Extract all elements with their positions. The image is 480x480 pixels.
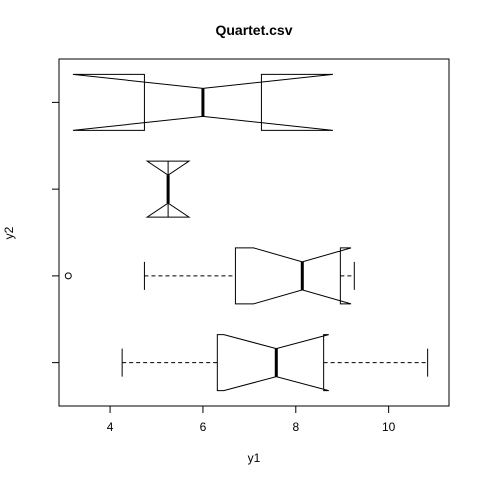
x-tick-label: 6 [200,420,207,434]
box-3 [145,160,191,218]
y-axis-label: y2 [2,226,16,239]
box-1 [121,334,429,392]
boxes [64,73,429,392]
notched-box [234,247,352,305]
chart-title: Quartet.csv [215,22,292,38]
x-tick-label: 4 [107,420,114,434]
axes: 4 6 8 10 [52,101,396,434]
box-4 [72,73,333,131]
notched-box [72,73,333,131]
x-axis-label: y1 [248,451,261,465]
x-tick-label: 10 [382,420,396,434]
x-tick-label: 8 [292,420,299,434]
box-2 [64,247,355,305]
outlier-point [64,272,72,280]
plot-frame [58,58,450,407]
notched-box [216,334,329,392]
notched-box [145,160,191,218]
